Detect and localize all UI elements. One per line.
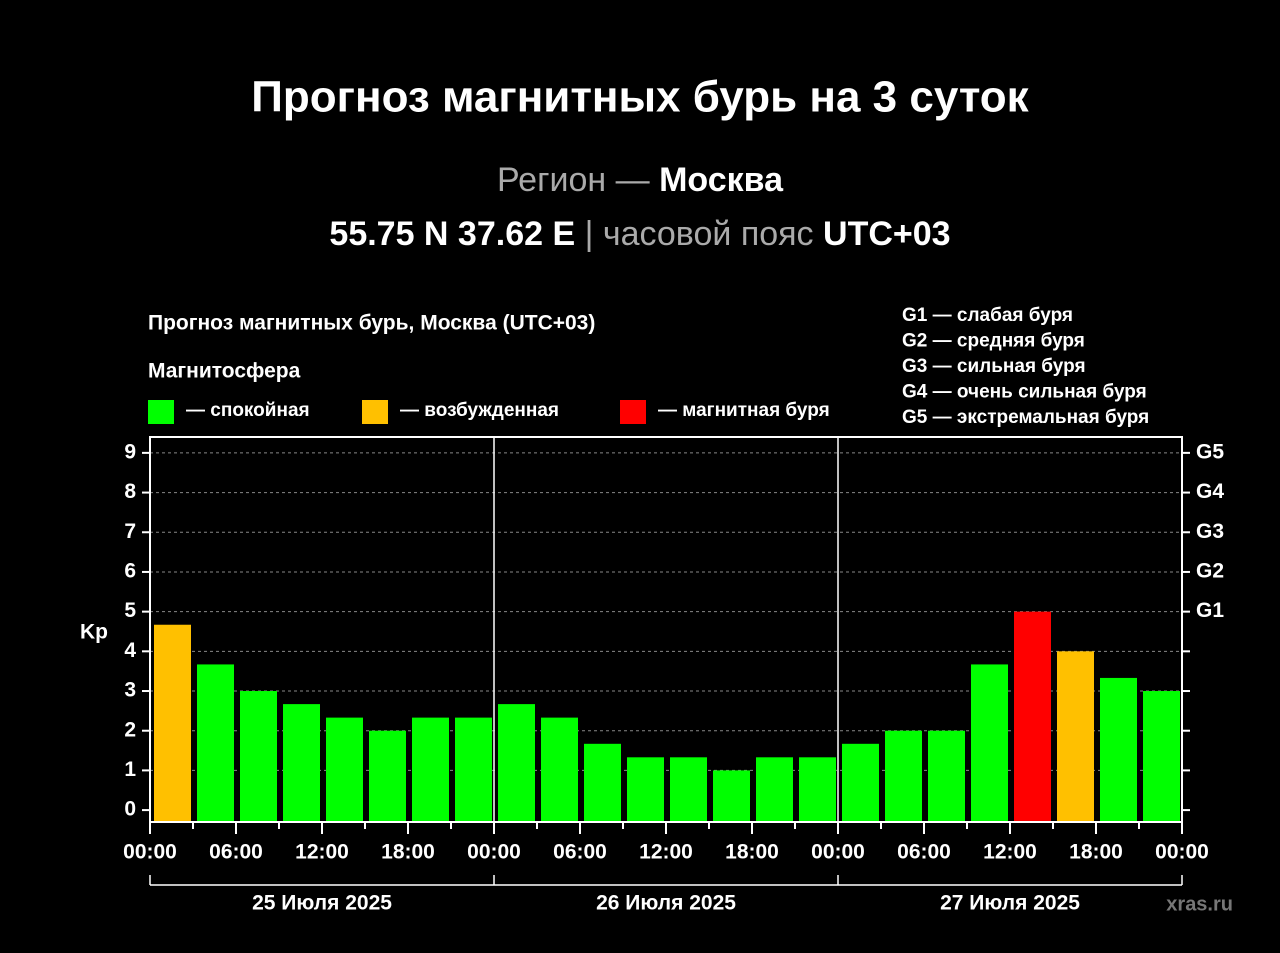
bar — [842, 743, 879, 822]
coords-line: 55.75 N 37.62 E | часовой пояс UTC+03 — [329, 215, 950, 253]
y2-tick-label: G5 — [1196, 440, 1224, 463]
y2-tick-label: G2 — [1196, 559, 1224, 582]
x-tick-label: 18:00 — [381, 841, 435, 864]
x-tick-label: 18:00 — [1069, 841, 1123, 864]
bar — [541, 717, 578, 822]
y2-tick-label: G3 — [1196, 520, 1224, 543]
bar — [326, 717, 363, 822]
x-tick-label: 12:00 — [295, 841, 349, 864]
g-legend-item: G3 — сильная буря — [902, 356, 1086, 377]
x-tick-label: 12:00 — [639, 841, 693, 864]
page-title: Прогноз магнитных бурь на 3 суток — [251, 73, 1029, 122]
bar — [1014, 611, 1051, 822]
x-tick-label: 06:00 — [209, 841, 263, 864]
chart-title: Прогноз магнитных бурь, Москва (UTC+03) — [148, 312, 595, 335]
bar — [455, 717, 492, 822]
bar — [1143, 691, 1180, 822]
x-tick-label: 06:00 — [897, 841, 951, 864]
y2-tick-label: G1 — [1196, 599, 1224, 622]
x-tick-label: 00:00 — [1155, 841, 1209, 864]
legend-swatch — [362, 400, 388, 424]
region-line: Регион — Москва — [497, 161, 784, 199]
bar — [412, 717, 449, 822]
y-tick-label: 1 — [124, 758, 136, 781]
bar — [498, 704, 535, 822]
region: Москва — [659, 161, 784, 199]
g-legend-item: G5 — экстремальная буря — [902, 407, 1149, 428]
x-tick-label: 00:00 — [123, 841, 177, 864]
bar — [1100, 677, 1137, 822]
bar — [756, 757, 793, 822]
x-tick-label: 06:00 — [553, 841, 607, 864]
legend-label: — спокойная — [186, 400, 310, 421]
x-tick-label: 12:00 — [983, 841, 1037, 864]
g-legend-item: G2 — средняя буря — [902, 331, 1085, 352]
legend-swatch — [620, 400, 646, 424]
bar — [154, 624, 191, 822]
y-tick-label: 6 — [124, 559, 136, 582]
x-tick-label: 18:00 — [725, 841, 779, 864]
region-label: Регион — — [497, 161, 650, 199]
day-label: 25 Июля 2025 — [252, 892, 392, 915]
bar — [240, 691, 277, 822]
g-legend-item: G4 — очень сильная буря — [902, 382, 1147, 403]
bar — [670, 757, 707, 822]
tz: UTC+03 — [823, 215, 951, 253]
watermark: xras.ru — [1166, 893, 1233, 915]
bar — [197, 664, 234, 822]
bar — [799, 757, 836, 822]
y-tick-label: 8 — [124, 480, 136, 503]
coords: 55.75 N 37.62 E — [329, 215, 575, 253]
bar — [971, 664, 1008, 822]
bar — [885, 730, 922, 822]
y-label: Kp — [80, 621, 108, 644]
y-tick-label: 5 — [124, 599, 136, 622]
day-label: 26 Июля 2025 — [596, 892, 736, 915]
g-legend-item: G1 — слабая буря — [902, 305, 1073, 326]
bar — [928, 730, 965, 822]
bar — [1057, 651, 1094, 822]
legend-label: — магнитная буря — [658, 400, 830, 421]
x-tick-label: 00:00 — [811, 841, 865, 864]
y-tick-label: 3 — [124, 679, 136, 702]
bar — [713, 770, 750, 822]
y-tick-label: 2 — [124, 718, 136, 741]
x-tick-label: 00:00 — [467, 841, 521, 864]
tz-label: | часовой пояс — [585, 215, 814, 253]
legend-title: Магнитосфера — [148, 360, 301, 383]
day-label: 27 Июля 2025 — [940, 892, 1080, 915]
legend-label: — возбужденная — [400, 400, 559, 421]
y-tick-label: 7 — [124, 520, 136, 543]
bar — [584, 743, 621, 822]
bar — [627, 757, 664, 822]
legend-swatch — [148, 400, 174, 424]
y-tick-label: 9 — [124, 440, 136, 463]
y-tick-label: 4 — [124, 639, 136, 662]
y-tick-label: 0 — [124, 798, 136, 821]
y2-tick-label: G4 — [1196, 480, 1224, 503]
bar — [369, 730, 406, 822]
bar — [283, 704, 320, 822]
